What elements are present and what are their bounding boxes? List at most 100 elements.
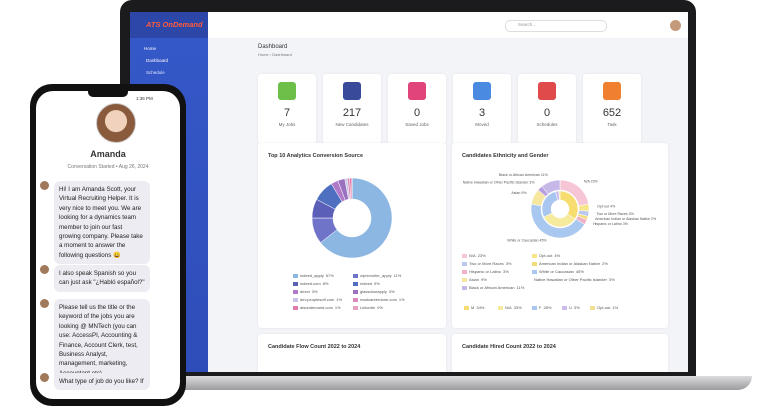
legend-name: indeed_apply	[300, 273, 324, 278]
callout-name: Opt-out	[597, 204, 609, 208]
callout-label: White or Caucasian 45%	[507, 239, 547, 243]
stat-value: 652	[602, 107, 622, 119]
laptop-base	[86, 376, 752, 390]
callout-value: 9%	[521, 191, 527, 195]
callout-value: 3%	[623, 222, 629, 226]
stat-card[interactable]: 0 Schedules	[518, 74, 576, 144]
stat-label: Saved Jobs	[405, 122, 429, 127]
stat-card[interactable]: 652 Task	[583, 74, 641, 144]
breadcrumb: Home › Dashboard	[258, 52, 292, 57]
callout-name: N/A	[584, 179, 591, 183]
callout-name: Asian	[511, 191, 520, 195]
stat-card[interactable]: 217 New Candidates	[323, 74, 381, 144]
legend-value: 4%	[554, 253, 561, 258]
pie-segment	[541, 179, 561, 195]
stat-card[interactable]: 0 Saved Jobs	[388, 74, 446, 144]
legend-value: 67%	[325, 273, 334, 278]
legend-value: 1%	[334, 305, 341, 310]
legend-name: N/A	[469, 253, 476, 258]
logo: ATS OnDemand	[146, 20, 203, 29]
legend-value: 3%	[608, 277, 615, 282]
legend-item: M 34%	[464, 305, 498, 310]
stat-icon	[538, 82, 556, 100]
legend-name: F	[539, 305, 542, 310]
legend-swatch	[462, 285, 467, 290]
sidebar-item[interactable]: Home	[144, 46, 157, 51]
bot-avatar	[40, 373, 49, 382]
callout-name: Hispanic or Latino	[593, 222, 622, 226]
legend-item: Opt-out 1%	[590, 305, 630, 310]
legend-value: 33%	[513, 305, 522, 310]
legend-item: N/A 33%	[498, 305, 532, 310]
legend: M 34% N/A 33% F 28% U 3% Opt-out 1%	[464, 305, 630, 310]
legend-value: 1%	[398, 297, 405, 302]
legend-swatch	[353, 281, 358, 286]
legend-swatch	[462, 277, 467, 282]
message: Hi! I am Amanda Scott, your Virtual Recr…	[54, 181, 150, 265]
bot-avatar	[40, 181, 49, 190]
callout-name: Two or More Races	[596, 212, 627, 216]
breadcrumb-item[interactable]: Home	[258, 52, 269, 57]
laptop-screen: ATS OnDemand Search... Home Dashboard Sc…	[130, 12, 688, 372]
user-avatar[interactable]	[670, 20, 681, 31]
legend-item: Asian 9%	[462, 277, 532, 282]
breadcrumb-item: Dashboard	[272, 52, 292, 57]
legend-item: readcareerdone.com 1%	[353, 297, 413, 302]
avatar	[96, 103, 136, 143]
sidebar-item[interactable]: Schedule	[146, 70, 165, 75]
stat-value: 0	[413, 107, 421, 119]
status-time: 1:36 PM	[136, 96, 153, 101]
legend-swatch	[532, 305, 537, 310]
legend-name: LinkedIn	[360, 305, 376, 310]
stat-card[interactable]: 3 Moved	[453, 74, 511, 144]
legend-swatch	[293, 289, 298, 294]
legend-swatch	[293, 273, 298, 278]
legend-name: Opt-out	[597, 305, 611, 310]
legend-item: dev.peoplesoft.com 1%	[293, 297, 353, 302]
legend-value: 11%	[516, 285, 525, 290]
callout-label: Two or More Races 3%	[596, 212, 634, 216]
conversation-date: Conversation Started • Aug 26, 2024	[67, 164, 149, 170]
callout-name: Native Hawaiian or Other Pacific Islande…	[463, 181, 529, 185]
sidebar-item[interactable]: Dashboard	[146, 58, 169, 63]
stat-value: 0	[543, 107, 551, 119]
contact-name: Amanda	[90, 149, 126, 159]
panel: Candidate Hired Count 2022 to 2024	[452, 334, 668, 372]
callout-name: American Indian or Alaskan Native	[595, 217, 650, 221]
stat-icon	[408, 82, 426, 100]
stat-label: Schedules	[536, 122, 558, 127]
callout-name: Black or African American	[499, 173, 540, 177]
legend-value: 3%	[388, 289, 395, 294]
callout-label: Hispanic or Latino 3%	[593, 222, 629, 226]
legend-name: N/A	[505, 305, 512, 310]
legend-item: N/A 23%	[462, 253, 532, 258]
page-title: Dashboard	[258, 44, 288, 50]
stat-icon	[343, 82, 361, 100]
callout-label: Opt-out 4%	[597, 204, 616, 208]
chart-card: Top 10 Analytics Conversion Source indee…	[258, 143, 446, 328]
search-box[interactable]	[505, 20, 607, 32]
legend-item: LinkedIn 0%	[353, 305, 413, 310]
message: Please tell us the title or the keyword …	[54, 299, 150, 383]
legend-item: American Indian or Alaskan Native 2%	[532, 261, 612, 266]
legend-item: indeed_apply 67%	[293, 273, 353, 278]
stat-card[interactable]: 7 My Jobs	[258, 74, 316, 144]
callout-value: 3%	[629, 212, 635, 216]
notch	[88, 91, 128, 97]
legend-swatch	[462, 269, 467, 274]
legend-name: glassdoorapply	[360, 289, 387, 294]
legend-swatch	[532, 269, 537, 274]
legend-swatch	[562, 305, 567, 310]
legend-swatch	[293, 305, 298, 310]
top-bar	[130, 12, 688, 38]
legend-item: Native Hawaiian or Other Pacific Islande…	[532, 277, 615, 282]
legend-name: M	[471, 305, 475, 310]
legend-name: ziprecruiter_apply	[360, 273, 392, 278]
legend-value: 1%	[336, 297, 343, 302]
stat-label: My Jobs	[278, 122, 296, 127]
legend-value: 0%	[377, 305, 383, 310]
search-placeholder: Search...	[518, 22, 537, 27]
legend-value: 8%	[322, 281, 329, 286]
callout-label: N/A 23%	[584, 179, 599, 183]
